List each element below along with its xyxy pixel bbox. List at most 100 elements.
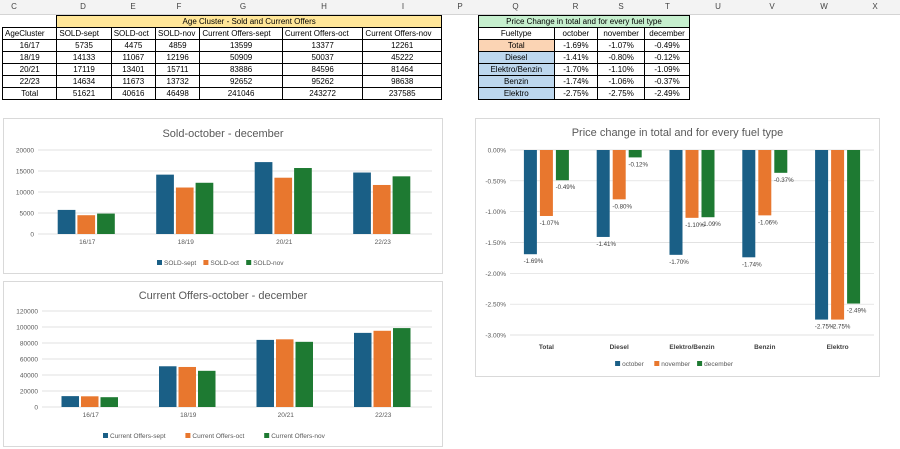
table-header[interactable]: SOLD-nov (155, 27, 201, 40)
table-cell[interactable]: -1.70% (553, 63, 599, 76)
table-cell[interactable]: Total (1, 87, 58, 100)
current-offers-chart[interactable]: Current Offers-october - december 0 20000 4… (3, 281, 443, 447)
table-cell[interactable]: Benzin (478, 75, 555, 88)
x-tick-label: Elektro/Benzin (669, 344, 714, 351)
table-cell[interactable]: 51621 (56, 87, 112, 100)
table-cell[interactable]: 95262 (281, 75, 364, 88)
column-header[interactable]: H (321, 2, 327, 11)
bar (274, 177, 293, 234)
table-header[interactable]: Current Offers-oct (281, 27, 364, 40)
column-header[interactable]: T (665, 2, 670, 11)
table-cell[interactable]: -0.37% (644, 75, 690, 88)
table-cell[interactable] (3, 16, 57, 28)
table-cell[interactable]: 98638 (362, 75, 442, 88)
table-cell[interactable]: 13599 (199, 39, 283, 52)
y-tick-label: -1.50% (485, 240, 506, 247)
column-header[interactable]: X (872, 2, 878, 11)
column-header[interactable]: D (80, 2, 86, 11)
table-cell[interactable]: Elektro/Benzin (478, 63, 555, 76)
y-tick-label: 20000 (20, 389, 38, 396)
table-cell[interactable]: 81464 (362, 63, 442, 76)
table-cell[interactable]: -1.07% (597, 39, 646, 52)
table-header[interactable]: october (553, 27, 599, 40)
bar (81, 396, 99, 407)
table-cell[interactable]: 16/17 (1, 39, 58, 52)
table-cell[interactable]: 40616 (110, 87, 157, 100)
table-cell[interactable]: 12196 (155, 51, 201, 64)
table-cell[interactable]: 45222 (362, 51, 442, 64)
table-cell[interactable]: 18/19 (1, 51, 58, 64)
table-cell[interactable]: Diesel (478, 51, 555, 64)
table-cell[interactable]: 241046 (199, 87, 283, 100)
table-cell[interactable]: 50909 (199, 51, 283, 64)
x-tick-label: Benzin (754, 344, 775, 351)
table-cell[interactable]: -0.12% (644, 51, 690, 64)
table-header[interactable]: december (644, 27, 690, 40)
table-cell[interactable]: -0.80% (597, 51, 646, 64)
y-tick-label: 10000 (16, 190, 34, 197)
table-cell[interactable]: -1.41% (553, 51, 599, 64)
column-header[interactable]: V (769, 2, 775, 11)
table-header[interactable]: SOLD-sept (56, 27, 112, 40)
table-cell[interactable]: 4475 (110, 39, 157, 52)
column-header[interactable]: E (130, 2, 136, 11)
table-cell[interactable]: Total (478, 39, 555, 52)
price-table-title[interactable]: Price Change in total and for every fuel… (478, 15, 690, 28)
column-header[interactable]: R (572, 2, 579, 11)
table-cell[interactable]: 5735 (56, 39, 112, 52)
column-header[interactable]: U (715, 2, 721, 11)
table-cell[interactable]: -2.49% (644, 87, 690, 100)
y-tick-label: 100000 (16, 325, 38, 332)
table-cell[interactable]: -2.75% (553, 87, 599, 100)
table-cell[interactable]: 83886 (199, 63, 283, 76)
age-table-title[interactable]: Age Cluster - Sold and Current Offers (56, 15, 442, 28)
table-header[interactable]: SOLD-oct (110, 27, 157, 40)
table-cell[interactable]: -1.09% (644, 63, 690, 76)
table-cell[interactable]: 11067 (110, 51, 157, 64)
price-change-chart[interactable]: Price change in total and for every fuel… (475, 118, 880, 377)
column-header[interactable]: F (176, 2, 182, 11)
column-header[interactable]: P (457, 2, 463, 11)
table-cell[interactable]: -1.74% (553, 75, 599, 88)
table-cell[interactable]: 84596 (281, 63, 364, 76)
table-cell[interactable]: 22/23 (1, 75, 58, 88)
table-cell[interactable]: 11673 (110, 75, 157, 88)
table-cell[interactable]: 15711 (155, 63, 201, 76)
column-header[interactable]: I (401, 2, 405, 11)
table-header[interactable]: Current Offers-sept (199, 27, 283, 40)
table-cell[interactable]: -2.75% (597, 87, 646, 100)
table-cell[interactable]: 4859 (155, 39, 201, 52)
table-header[interactable]: Current Offers-nov (362, 27, 442, 40)
column-header[interactable]: Q (512, 2, 519, 11)
table-header[interactable]: AgeCluster (1, 27, 58, 40)
bar (156, 174, 174, 234)
y-tick-label: 60000 (20, 357, 38, 364)
table-cell[interactable]: 46498 (155, 87, 201, 100)
column-header[interactable]: S (618, 2, 624, 11)
table-header[interactable]: november (597, 27, 646, 40)
table-cell[interactable]: 14133 (56, 51, 112, 64)
table-cell[interactable]: 17119 (56, 63, 112, 76)
table-cell[interactable]: -0.49% (644, 39, 690, 52)
table-cell[interactable]: 13401 (110, 63, 157, 76)
table-header[interactable]: Fueltype (478, 27, 555, 40)
table-cell[interactable]: 14634 (56, 75, 112, 88)
column-header[interactable]: G (239, 2, 247, 11)
table-cell[interactable]: -1.10% (597, 63, 646, 76)
data-label: -2.75% (815, 324, 835, 331)
sold-chart[interactable]: Sold-october - december 0 5000 10000 15000 20… (3, 118, 443, 274)
column-header[interactable]: W (820, 2, 828, 11)
table-cell[interactable]: Elektro (478, 87, 555, 100)
table-cell[interactable]: 13377 (281, 39, 364, 52)
table-cell[interactable]: 20/21 (1, 63, 58, 76)
table-cell[interactable]: -1.06% (597, 75, 646, 88)
table-cell[interactable]: 12261 (362, 39, 442, 52)
table-cell[interactable]: 237585 (362, 87, 442, 100)
table-cell[interactable]: 243272 (281, 87, 364, 100)
table-cell[interactable]: 92652 (199, 75, 283, 88)
table-cell[interactable]: 50037 (281, 51, 364, 64)
column-header[interactable]: C (11, 2, 17, 11)
table-cell[interactable]: 13732 (155, 75, 201, 88)
bar (195, 182, 214, 234)
table-cell[interactable]: -1.69% (553, 39, 599, 52)
